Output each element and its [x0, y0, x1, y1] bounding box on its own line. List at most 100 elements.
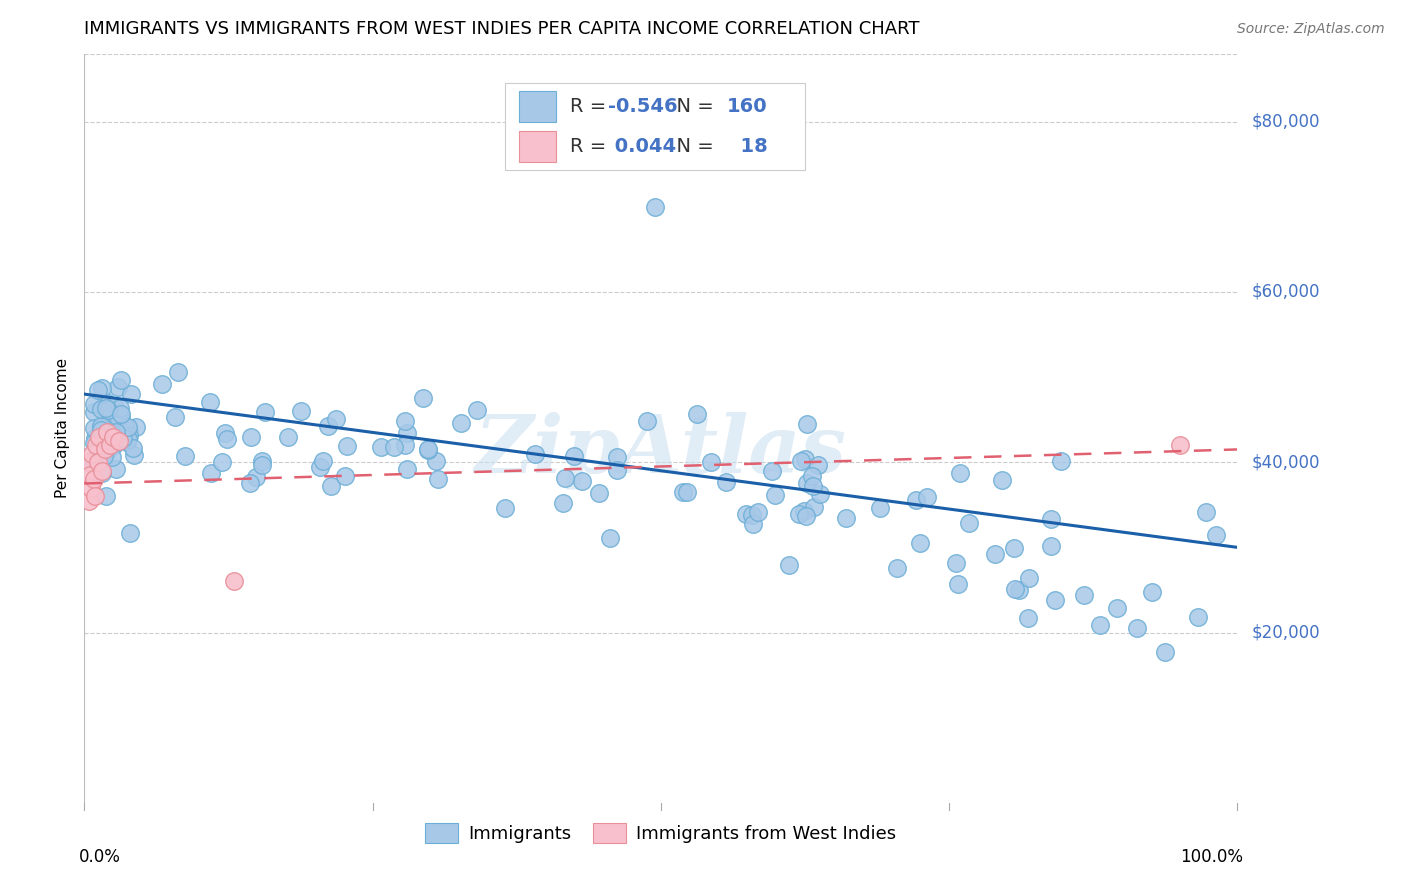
Point — [1017, 611, 1039, 625]
FancyBboxPatch shape — [519, 91, 555, 122]
Point — [761, 464, 783, 478]
Point — [1088, 618, 1111, 632]
Point — [252, 458, 274, 472]
Point — [121, 441, 143, 455]
Point — [325, 412, 347, 426]
Text: $80,000: $80,000 — [1251, 112, 1320, 130]
Point — [1008, 583, 1031, 598]
Point — [1073, 589, 1095, 603]
Point — [103, 438, 125, 452]
Point — [83, 472, 105, 486]
Point — [675, 484, 697, 499]
Point — [1126, 621, 1149, 635]
Point — [108, 434, 131, 448]
Point — [110, 410, 132, 425]
Point — [97, 418, 120, 433]
Point — [112, 431, 135, 445]
Point — [450, 416, 472, 430]
Point — [84, 438, 107, 452]
Point — [796, 417, 818, 431]
Point — [253, 405, 276, 419]
Point — [808, 487, 831, 501]
Point — [945, 556, 967, 570]
FancyBboxPatch shape — [519, 130, 555, 162]
Point — [309, 460, 332, 475]
Point — [97, 403, 120, 417]
Point — [103, 399, 125, 413]
Point — [416, 442, 439, 457]
Point — [807, 458, 830, 472]
Point — [103, 430, 124, 444]
Point — [796, 475, 818, 490]
Point — [1187, 609, 1209, 624]
Text: R =: R = — [569, 136, 612, 156]
Point — [426, 473, 449, 487]
Point — [87, 384, 110, 398]
Point — [915, 490, 938, 504]
Point — [1168, 438, 1191, 452]
Point — [735, 507, 758, 521]
Point — [115, 435, 138, 450]
Point — [747, 505, 769, 519]
Point — [741, 508, 763, 522]
Point — [90, 423, 112, 437]
Point — [554, 471, 576, 485]
Point — [606, 450, 628, 465]
Point — [239, 430, 262, 444]
Point — [90, 381, 112, 395]
Point — [290, 404, 312, 418]
Point — [94, 395, 117, 409]
Point — [636, 414, 658, 428]
Point — [1205, 528, 1227, 542]
Point — [1140, 585, 1163, 599]
Point — [200, 467, 222, 481]
Point — [174, 449, 197, 463]
Point — [94, 401, 117, 415]
Point — [239, 476, 262, 491]
Text: 100.0%: 100.0% — [1180, 847, 1243, 866]
Point — [794, 508, 817, 523]
Y-axis label: Per Capita Income: Per Capita Income — [55, 358, 70, 499]
Point — [89, 430, 111, 444]
Text: N =: N = — [664, 97, 720, 116]
Point — [79, 468, 101, 483]
Point — [83, 397, 105, 411]
Point — [672, 485, 695, 500]
Point — [321, 479, 343, 493]
Point — [644, 200, 666, 214]
Point — [333, 468, 356, 483]
Point — [214, 425, 236, 440]
Point — [94, 442, 117, 457]
Point — [83, 431, 105, 445]
Legend: Immigrants, Immigrants from West Indies: Immigrants, Immigrants from West Indies — [418, 815, 904, 850]
Point — [316, 418, 339, 433]
Point — [104, 462, 127, 476]
Point — [793, 504, 815, 518]
Point — [394, 414, 416, 428]
Point — [107, 409, 129, 424]
Text: 18: 18 — [727, 136, 768, 156]
Point — [104, 425, 127, 440]
Point — [76, 455, 98, 469]
Point — [94, 489, 117, 503]
Point — [991, 473, 1014, 487]
Point — [101, 426, 124, 441]
Point — [90, 402, 112, 417]
Point — [886, 561, 908, 575]
Point — [396, 462, 419, 476]
Text: Source: ZipAtlas.com: Source: ZipAtlas.com — [1237, 22, 1385, 37]
Point — [957, 516, 980, 530]
Point — [1004, 582, 1026, 596]
Point — [83, 436, 105, 450]
Point — [94, 436, 117, 450]
Point — [571, 474, 593, 488]
Point — [778, 558, 800, 572]
Point — [83, 404, 105, 418]
Point — [1049, 454, 1071, 468]
Point — [224, 574, 246, 589]
Point — [946, 577, 969, 591]
Point — [167, 365, 190, 379]
Point — [120, 386, 142, 401]
Point — [763, 488, 786, 502]
Point — [790, 453, 813, 467]
